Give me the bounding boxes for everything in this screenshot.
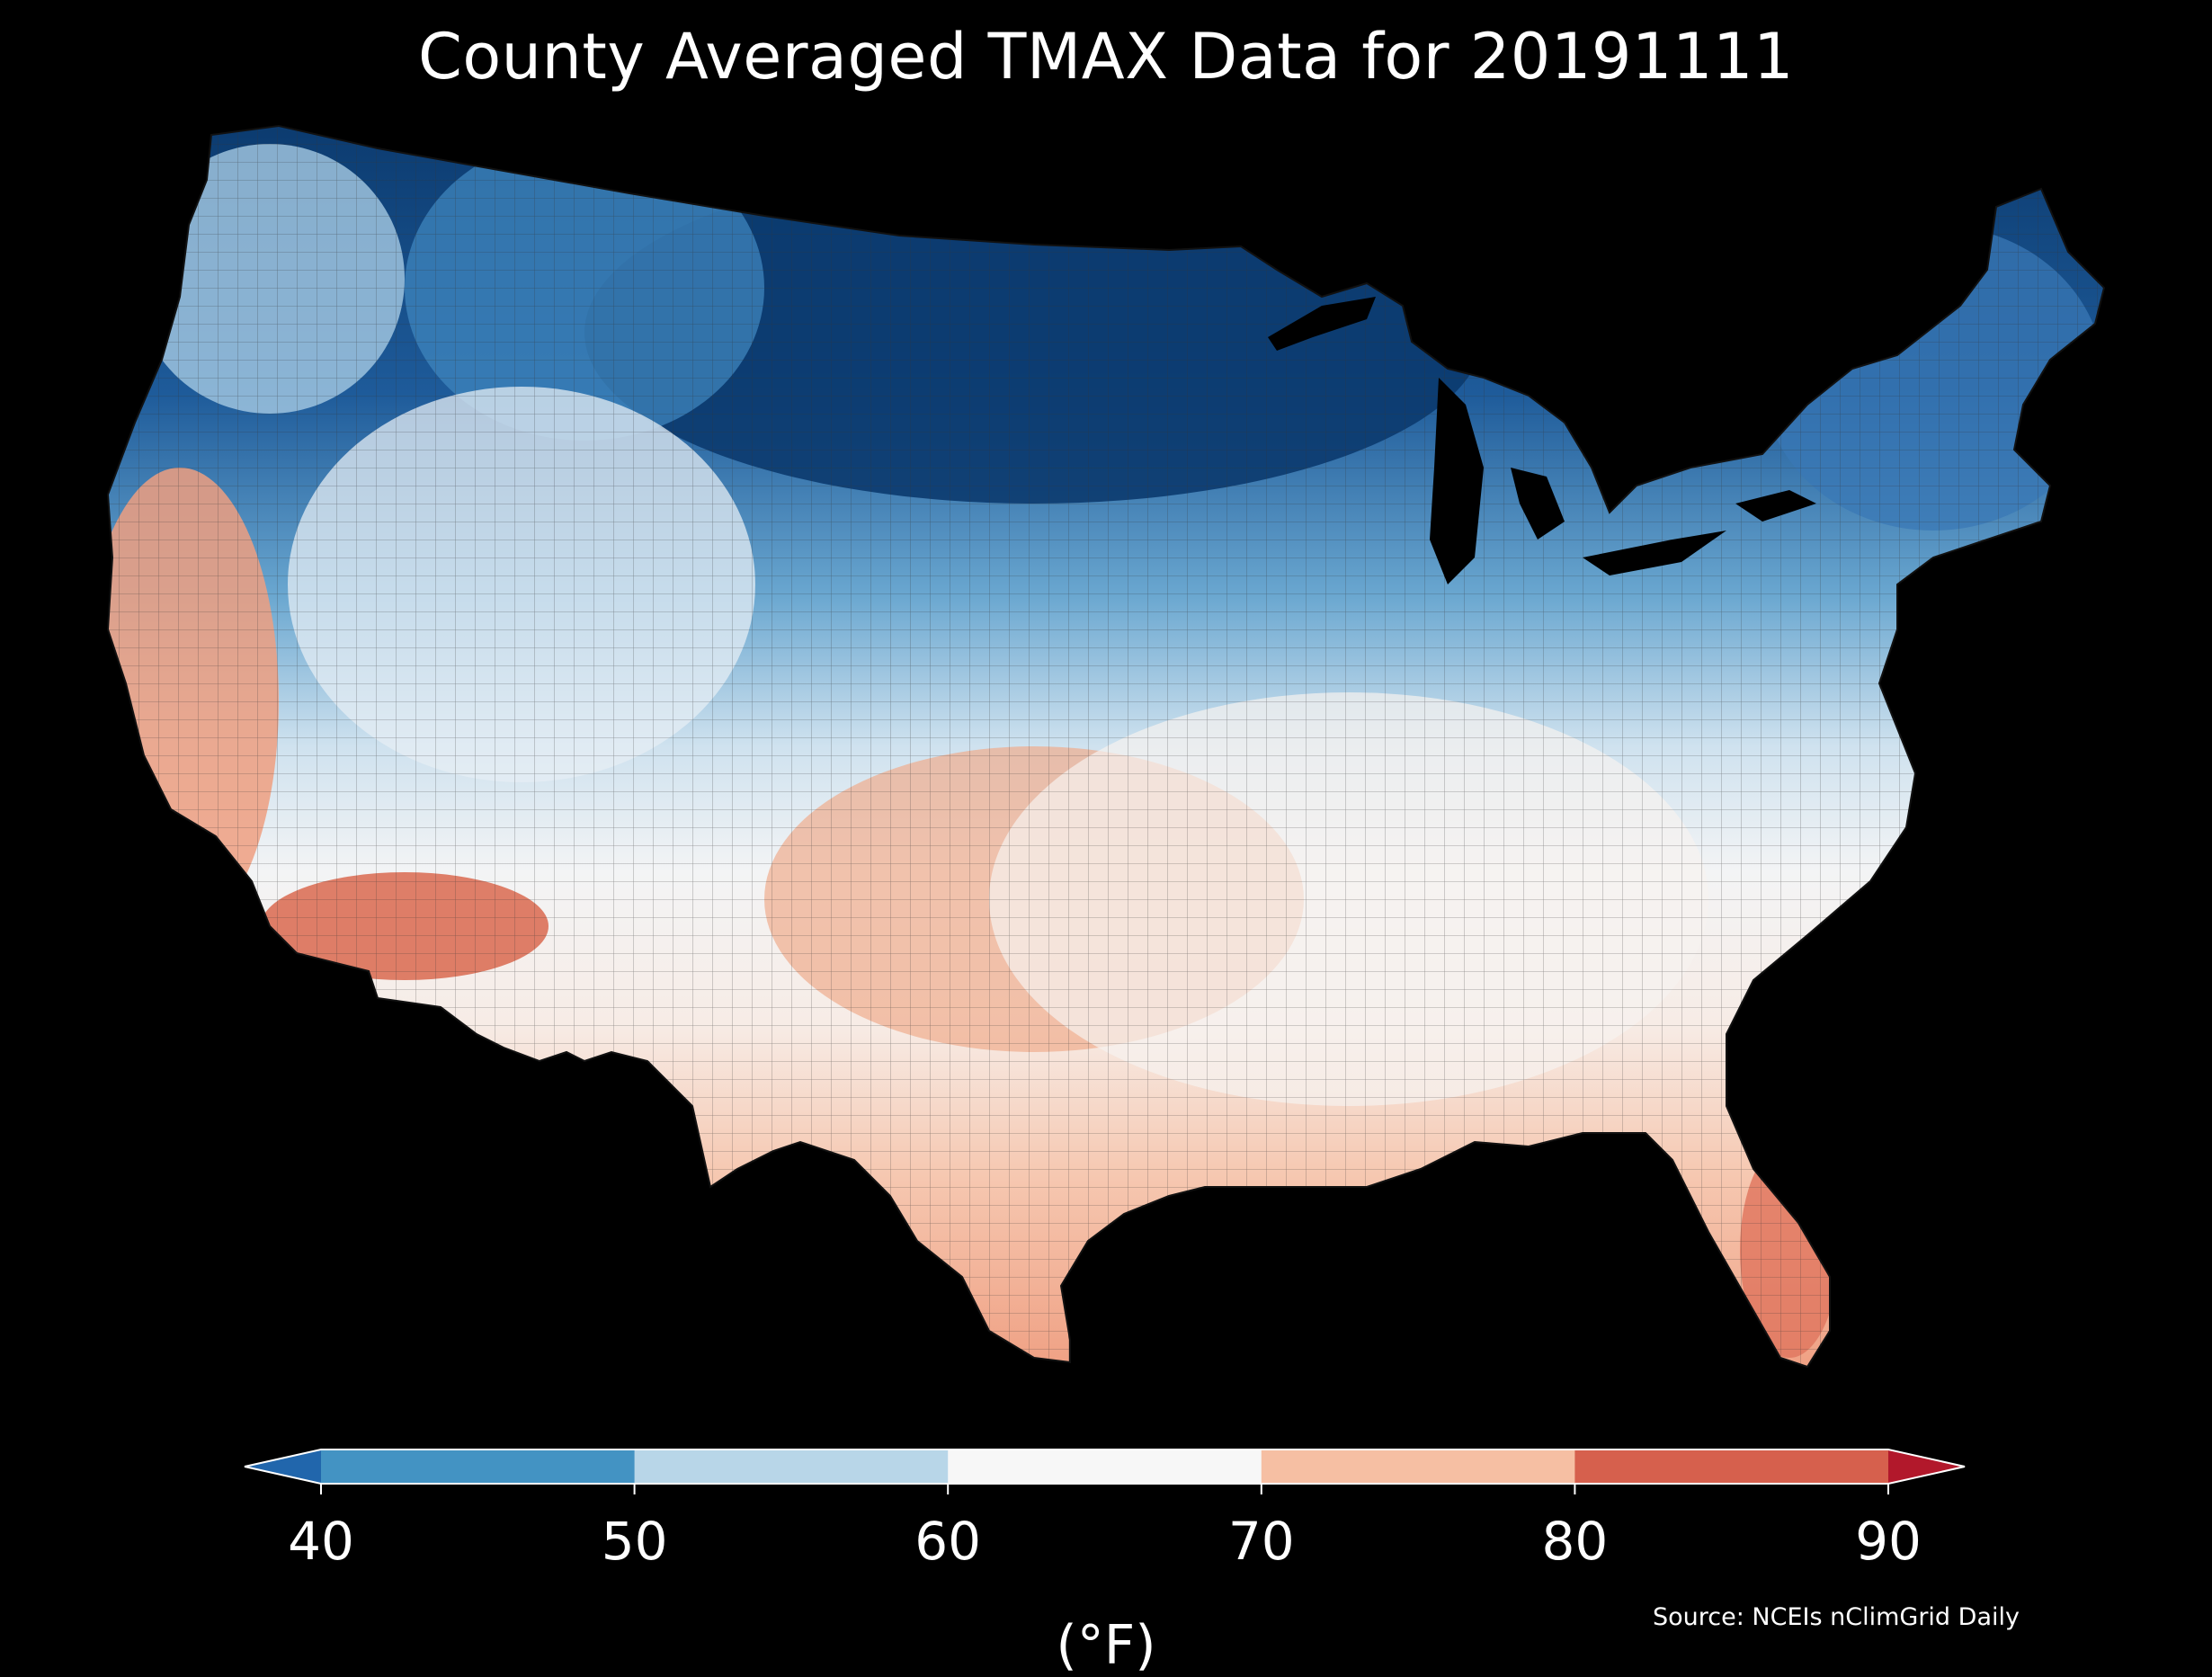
colorbar-unit-label: (°F) [1056, 1614, 1156, 1677]
map-title: County Averaged TMAX Data for 20191111 [417, 20, 1795, 94]
source-credit: Source: NCEIs nClimGrid Daily [1653, 1603, 2020, 1631]
colorbar-extend-high [1888, 1450, 1965, 1484]
colorbar-tick-label: 80 [1541, 1511, 1609, 1572]
colorbar-extend-low [245, 1450, 321, 1484]
great-lakes [1268, 297, 1816, 584]
colorbar-tick-label: 70 [1227, 1511, 1295, 1572]
colorbar-tick-label: 40 [288, 1511, 354, 1572]
colorbar-bin [948, 1450, 1262, 1484]
colorbar-tick-label: 50 [601, 1511, 668, 1572]
map-fill [108, 126, 2104, 1367]
colorbar-bin [634, 1450, 949, 1484]
colorbar-tick-label: 90 [1855, 1511, 1922, 1572]
colorbar-tick-label: 60 [914, 1511, 982, 1572]
colorbar-bin [321, 1450, 636, 1484]
colorbar-bin [1574, 1450, 1889, 1484]
colorbar-bin [1261, 1450, 1575, 1484]
colorbar [244, 1449, 1966, 1494]
